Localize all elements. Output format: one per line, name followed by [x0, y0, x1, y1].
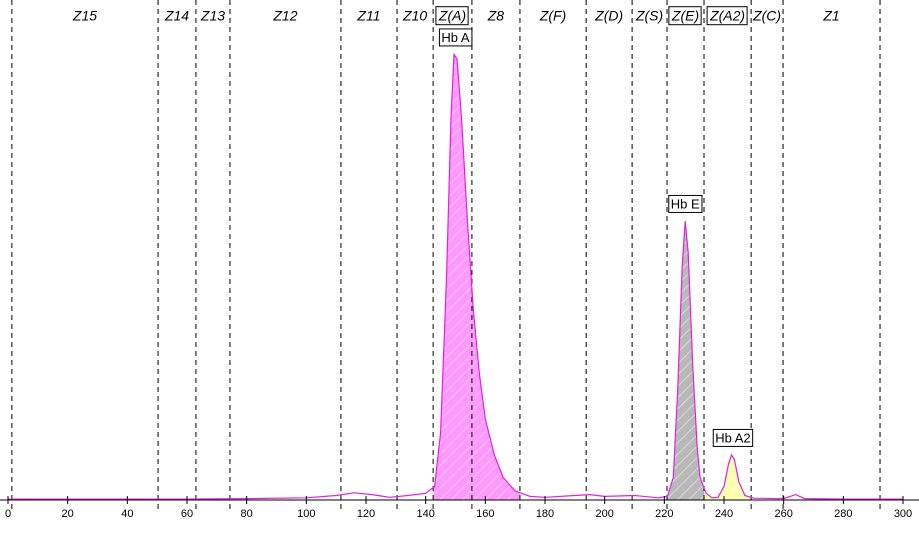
x-tick-label: 200	[595, 508, 613, 520]
x-tick-label: 20	[62, 508, 74, 520]
x-tick-label: 120	[357, 508, 375, 520]
peak-label-box	[438, 28, 473, 47]
zone-label-box	[435, 6, 469, 26]
zone-label: Z12	[272, 8, 297, 24]
x-tick-label: 260	[774, 508, 792, 520]
peak-hatch	[433, 54, 520, 500]
peak-label: Hb A2	[715, 430, 750, 445]
zone-label: Z(E)	[671, 8, 699, 24]
peak-fill	[704, 455, 752, 500]
x-tick-label: 100	[297, 508, 315, 520]
x-tick-label: 80	[241, 508, 253, 520]
x-tick-label: 300	[894, 508, 912, 520]
peak-label: Hb A	[441, 30, 470, 45]
zone-label: Z13	[200, 8, 225, 24]
zone-label: Z(A)	[438, 8, 466, 24]
x-tick-label: 160	[476, 508, 494, 520]
zone-label: Z10	[402, 8, 427, 24]
zone-label: Z1	[822, 8, 839, 24]
zone-label: Z11	[356, 8, 380, 24]
peak-label-box	[668, 194, 703, 213]
x-tick-label: 140	[416, 508, 434, 520]
zone-label: Z8	[487, 8, 505, 24]
peak-hatch	[704, 455, 752, 500]
peak-label-box	[712, 428, 754, 447]
x-tick-label: 280	[834, 508, 852, 520]
x-tick-label: 240	[715, 508, 733, 520]
peak-fill	[667, 221, 705, 500]
peak-hatch	[667, 221, 705, 500]
zone-label: Z(D)	[594, 8, 623, 24]
zone-label: Z14	[164, 8, 189, 24]
zone-label: Z(A2)	[709, 8, 745, 24]
x-tick-label: 60	[181, 508, 193, 520]
zone-label-box	[706, 6, 748, 26]
peak-label: Hb E	[671, 196, 700, 211]
x-tick-label: 40	[121, 508, 133, 520]
x-tick-label: 180	[536, 508, 554, 520]
trace	[8, 52, 903, 500]
zone-label: Z(C)	[752, 8, 781, 24]
zone-label: Z(F)	[539, 8, 566, 24]
zone-label: Z(S)	[635, 8, 663, 24]
peak-fill	[433, 54, 520, 500]
x-tick-label: 0	[5, 508, 11, 520]
x-tick-label: 220	[655, 508, 673, 520]
zone-label-box	[668, 6, 702, 26]
zone-label: Z15	[72, 8, 97, 24]
